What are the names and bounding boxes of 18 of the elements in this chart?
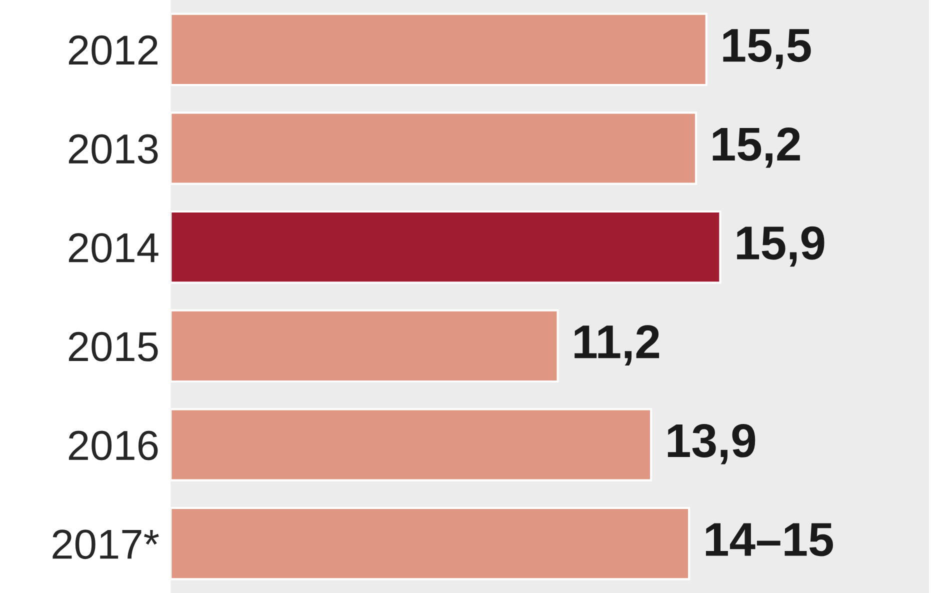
bar — [170, 12, 708, 86]
data-label: 15,9 — [737, 226, 824, 267]
data-label: 11,2 — [574, 325, 660, 366]
y-tick-label: 2013 — [68, 134, 158, 164]
data-label: 15,5 — [723, 29, 811, 69]
data-label: 14–15 — [706, 523, 833, 556]
y-tick-label: 2014 — [68, 233, 158, 263]
y-tick-label: 2016 — [68, 430, 158, 460]
y-tick-label: 2017* — [52, 530, 159, 560]
y-tick-label: 2015 — [68, 332, 158, 362]
bar — [170, 506, 690, 580]
bar — [170, 309, 559, 383]
data-label: 13,9 — [668, 424, 756, 464]
y-tick-label: 2012 — [68, 35, 158, 65]
bar — [170, 112, 698, 185]
data-label: 15,2 — [712, 127, 800, 168]
bar — [170, 210, 722, 284]
bar — [170, 408, 652, 482]
